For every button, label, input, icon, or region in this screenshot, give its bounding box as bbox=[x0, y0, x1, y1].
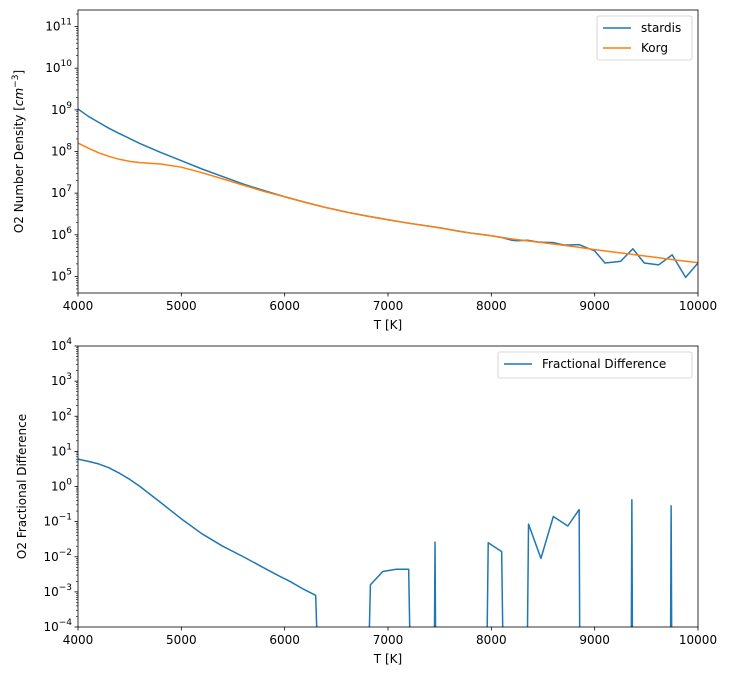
x-tick-label: 5000 bbox=[166, 633, 197, 647]
x-tick-label: 4000 bbox=[63, 633, 94, 647]
x-axis-label: T [K] bbox=[373, 318, 402, 332]
legend-box bbox=[497, 351, 693, 379]
y-tick-label: 107 bbox=[51, 184, 72, 200]
y-axis-label: O2 Number Density [cm−3] bbox=[11, 70, 26, 233]
x-tick-label: 7000 bbox=[373, 633, 404, 647]
series-line-korg bbox=[78, 142, 698, 264]
x-tick-label: 5000 bbox=[166, 299, 197, 313]
x-tick-label: 8000 bbox=[476, 299, 507, 313]
series-group bbox=[78, 458, 673, 627]
legend: stardis Korg bbox=[596, 15, 693, 61]
series-group bbox=[78, 108, 698, 279]
legend-label-korg: Korg bbox=[641, 41, 668, 55]
x-tick-label: 4000 bbox=[63, 299, 94, 313]
y-tick-label: 100 bbox=[51, 478, 72, 494]
y-tick-label: 109 bbox=[51, 101, 72, 117]
y-tick-label: 10−1 bbox=[43, 513, 72, 529]
bottom-plot-fractional-difference: 4000 5000 6000 7000 8000 9000 10000 10−4 10−3 10−… bbox=[15, 337, 717, 666]
x-axis-label: T [K] bbox=[373, 652, 402, 666]
x-tick-label: 6000 bbox=[269, 633, 300, 647]
top-plot-number-density: 4000 5000 6000 7000 8000 9000 10000 105 106 107 10… bbox=[11, 9, 717, 332]
x-tick-label: 9000 bbox=[579, 633, 610, 647]
y-tick-label: 104 bbox=[51, 337, 72, 353]
x-tick-label: 8000 bbox=[476, 633, 507, 647]
y-tick-label: 1010 bbox=[45, 59, 72, 75]
y-tick-label: 106 bbox=[51, 226, 72, 242]
y-tick-label: 102 bbox=[51, 407, 72, 423]
y-tick-label: 105 bbox=[51, 267, 72, 283]
y-tick-label: 101 bbox=[51, 442, 72, 458]
series-line-fractional-difference bbox=[78, 458, 673, 627]
y-axis-label: O2 Fractional Difference bbox=[15, 414, 29, 559]
y-tick-label: 10−2 bbox=[43, 548, 72, 564]
legend: Fractional Difference bbox=[497, 351, 693, 379]
y-tick-label: 1011 bbox=[45, 18, 72, 34]
legend-label-fractional-difference: Fractional Difference bbox=[542, 357, 666, 371]
legend-label-stardis: stardis bbox=[641, 21, 681, 35]
y-tick-label: 10−4 bbox=[43, 618, 72, 634]
x-tick-label: 10000 bbox=[679, 299, 717, 313]
x-tick-label: 10000 bbox=[679, 633, 717, 647]
x-tick-label: 7000 bbox=[373, 299, 404, 313]
legend-box bbox=[596, 15, 693, 61]
y-tick-label: 108 bbox=[51, 143, 72, 159]
y-tick-label: 103 bbox=[51, 372, 72, 388]
x-tick-label: 6000 bbox=[269, 299, 300, 313]
y-tick-label: 10−3 bbox=[43, 583, 72, 599]
x-tick-label: 9000 bbox=[579, 299, 610, 313]
